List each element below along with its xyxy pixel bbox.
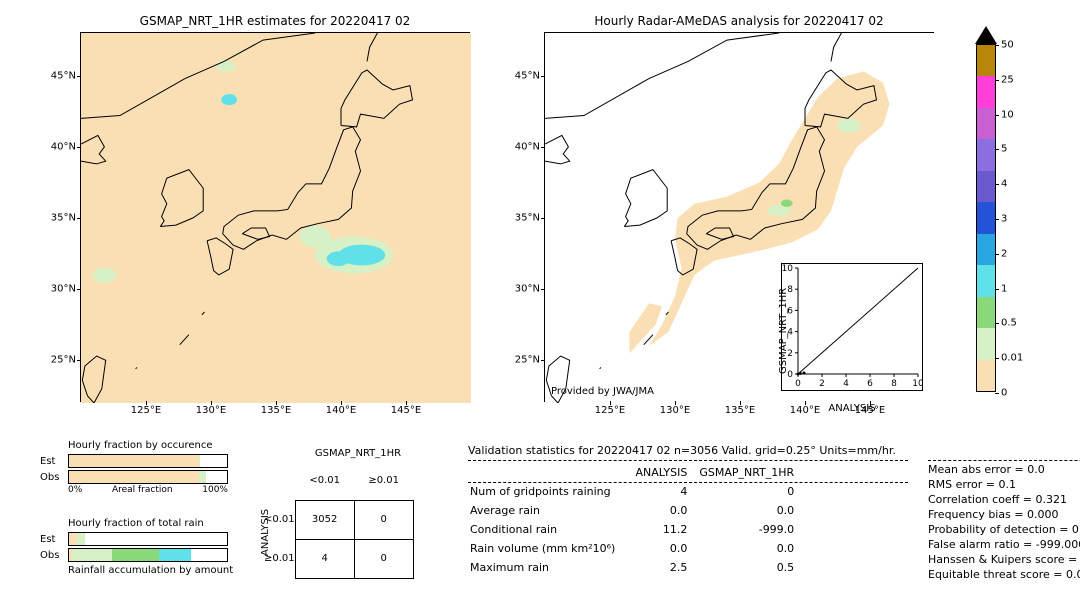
validation-right-stats: Mean abs error = 0.0RMS error = 0.1Corre… [928,462,1080,582]
occurrence-axis-max: 100% [202,485,228,495]
bar-row: Obs [40,469,228,485]
colorbar-arrow-icon [975,26,997,44]
stat-line: Correlation coeff = 0.321 [928,492,1080,507]
ct-cell-01: 0 [354,500,413,539]
stat-line: RMS error = 0.1 [928,477,1080,492]
svg-text:10: 10 [782,264,793,274]
bar-row: Obs [40,547,233,563]
svg-text:6: 6 [867,379,873,389]
svg-text:4: 4 [843,379,849,389]
inset-scatter: 00224466881010 GSMAP_NRT_1HR ANALYSIS [781,263,923,391]
colorbar-tick: 0.01 [995,353,1023,364]
divider-line-2 [468,482,908,483]
bar-row-label: Est [40,534,68,545]
figure-root: GSMAP_NRT_1HR estimates for 20220417 02 … [0,0,1080,612]
totalrain-footer: Rainfall accumulation by amount [68,565,233,576]
ct-col-hdr-1: ≥0.01 [354,462,413,500]
right-map: 25°N30°N35°N40°N45°N 125°E130°E135°E140°… [544,32,934,402]
ct-cell-00: 3052 [295,500,354,539]
inset-ylabel: GSMAP_NRT_1HR [778,288,789,374]
svg-text:2: 2 [819,379,825,389]
validation-title: Validation statistics for 20220417 02 n=… [468,444,896,457]
ct-cell-11: 0 [354,539,413,578]
left-map: 25°N30°N35°N40°N45°N 125°E130°E135°E140°… [80,32,470,402]
stat-line: False alarm ratio = -999.000 [928,537,1080,552]
val-hdr-analysis: ANALYSIS [627,464,697,481]
validation-left-table: ANALYSIS GSMAP_NRT_1HR Num of gridpoints… [468,462,806,578]
contingency-table: GSMAP_NRT_1HR ANALYSIS <0.01 ≥0.01 <0.01… [264,448,414,579]
occurrence-section: Hourly fraction by occurence Est Obs 0% A… [40,440,228,495]
stat-line: Hanssen & Kuipers score = 0.000 [928,552,1080,567]
table-row: Conditional rain11.2-999.0 [470,521,804,538]
divider-line-3 [928,460,1080,461]
ct-col-hdr-0: <0.01 [295,462,354,500]
table-row: Rain volume (mm km²10⁶)0.00.0 [470,540,804,557]
bar-row: Est [40,531,233,547]
occurrence-axis-min: 0% [68,485,82,495]
inset-svg: 00224466881010 [782,264,922,390]
occurrence-title: Hourly fraction by occurence [68,440,228,451]
left-map-title: GSMAP_NRT_1HR estimates for 20220417 02 [80,14,470,28]
bar-row-label: Obs [40,472,68,483]
occurrence-axis: 0% Areal fraction 100% [68,485,228,495]
ct-cell-10: 4 [295,539,354,578]
provided-by-label: Provided by JWA/JMA [551,386,654,397]
svg-text:8: 8 [891,379,897,389]
colorbar: 00.010.512345102550 [976,44,996,392]
stat-line: Probability of detection = 0.000 [928,522,1080,537]
occurrence-axis-label: Areal fraction [112,485,173,495]
table-row: Average rain0.00.0 [470,502,804,519]
stat-line: Frequency bias = 0.000 [928,507,1080,522]
bar-row-label: Est [40,456,68,467]
totalrain-title: Hourly fraction of total rain [68,518,233,529]
bar-row-label: Obs [40,550,68,561]
svg-text:0: 0 [795,379,801,389]
totalrain-section: Hourly fraction of total rain Est Obs Rai… [40,518,233,578]
val-hdr-gsmap: GSMAP_NRT_1HR [699,464,804,481]
right-map-title: Hourly Radar-AMeDAS analysis for 2022041… [544,14,934,28]
svg-text:10: 10 [912,379,922,389]
table-row: Maximum rain2.50.5 [470,559,804,576]
divider-line [468,460,908,461]
bar-row: Est [40,453,228,469]
contingency-col-title: GSMAP_NRT_1HR [298,448,418,459]
left-map-svg [81,33,471,403]
stat-line: Equitable threat score = 0.000 [928,567,1080,582]
contingency-row-title: ANALYSIS [260,509,271,556]
table-row: Num of gridpoints raining40 [470,483,804,500]
inset-xlabel: ANALYSIS [782,403,922,414]
stat-line: Mean abs error = 0.0 [928,462,1080,477]
